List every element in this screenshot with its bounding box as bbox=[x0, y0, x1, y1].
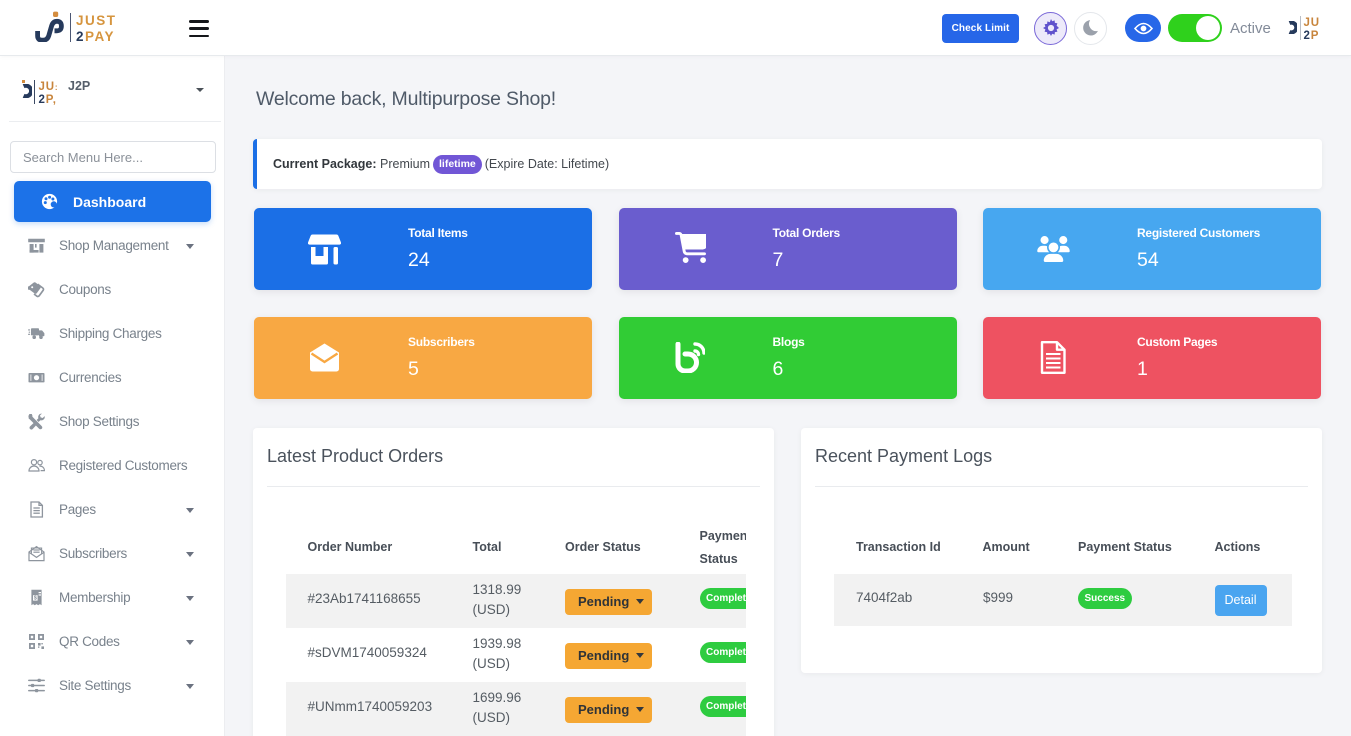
svg-text:$: $ bbox=[34, 596, 37, 602]
